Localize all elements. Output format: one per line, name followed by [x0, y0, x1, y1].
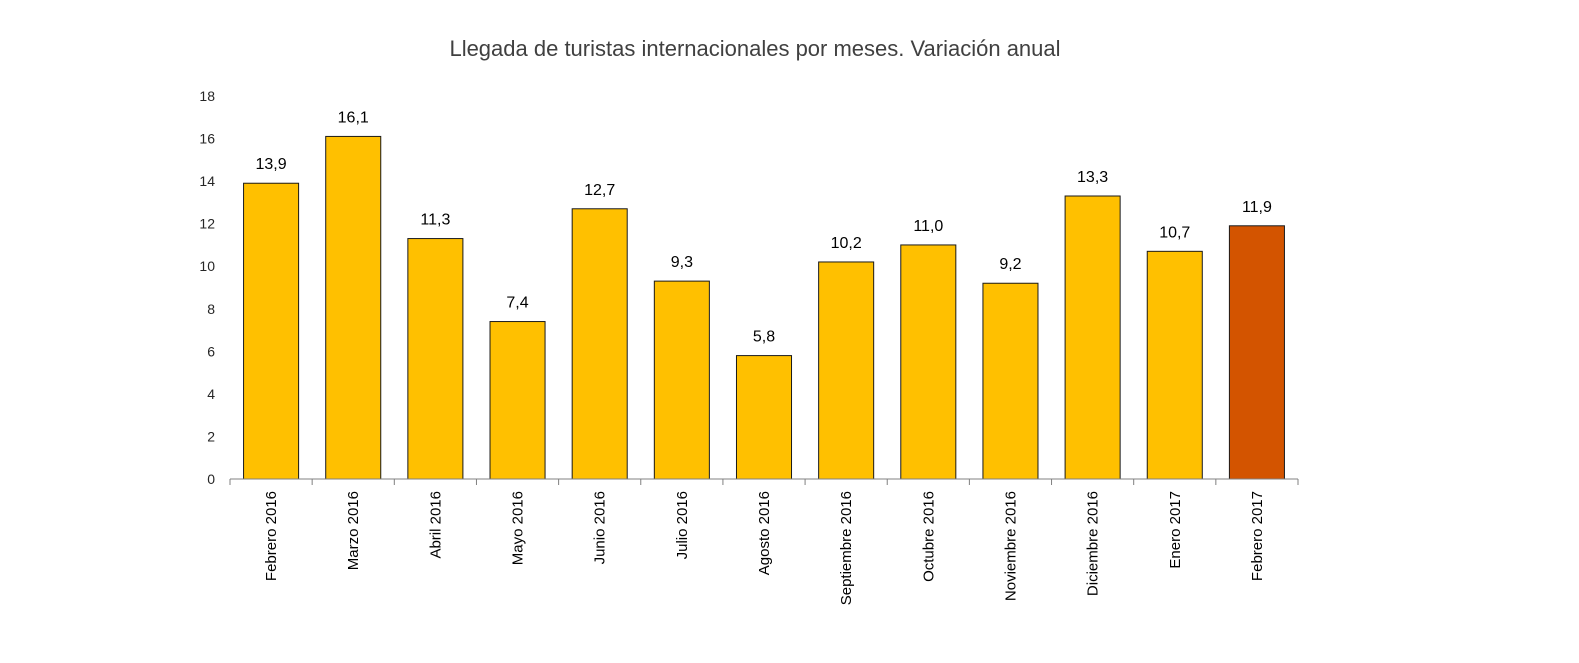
x-tick-label: Julio 2016 — [674, 491, 691, 559]
bar — [982, 282, 1039, 480]
bar — [325, 135, 382, 480]
y-tick-label: 12 — [199, 216, 215, 232]
x-tick-label: Marzo 2016 — [345, 491, 362, 570]
y-tick-label: 10 — [199, 258, 215, 274]
y-tick-label: 14 — [199, 173, 215, 189]
x-tick-label: Octubre 2016 — [920, 491, 937, 582]
data-label: 10,7 — [1159, 224, 1190, 241]
x-tick-label: Junio 2016 — [592, 491, 609, 564]
bar — [1146, 250, 1203, 480]
data-label: 11,3 — [420, 212, 450, 229]
x-tick-label: Septiembre 2016 — [838, 491, 855, 605]
bar — [653, 280, 710, 480]
x-tick-label: Agosto 2016 — [756, 491, 773, 575]
bar — [1064, 195, 1121, 480]
bar — [489, 321, 546, 480]
data-label: 9,2 — [999, 256, 1021, 273]
x-tick-label: Febrero 2017 — [1249, 491, 1266, 581]
x-tick-label: Enero 2017 — [1167, 491, 1184, 569]
x-axis: Febrero 2016 Marzo 2016 Abril 2016 Mayo 201… — [229, 478, 1299, 605]
x-tick-label: Abril 2016 — [427, 491, 444, 559]
y-tick-label: 8 — [207, 301, 215, 317]
data-label: 13,9 — [256, 156, 287, 173]
y-axis: 0 2 4 6 8 10 12 14 16 18 — [199, 88, 215, 487]
bar — [571, 208, 628, 480]
data-label: 11,0 — [913, 218, 943, 235]
data-label: 11,9 — [1242, 199, 1272, 216]
data-label: 12,7 — [584, 182, 615, 199]
bar — [818, 261, 875, 480]
chart-title: Llegada de turistas internacionales por … — [449, 36, 1060, 61]
y-tick-label: 6 — [207, 343, 215, 359]
y-tick-label: 16 — [199, 131, 215, 147]
bar — [900, 244, 957, 480]
data-label: 13,3 — [1077, 169, 1108, 186]
data-label: 9,3 — [671, 254, 693, 271]
bar — [1228, 225, 1285, 480]
x-tick-label: Mayo 2016 — [510, 491, 527, 565]
data-label: 5,8 — [753, 329, 775, 346]
bar — [407, 238, 464, 480]
data-label: 7,4 — [506, 295, 528, 312]
y-tick-label: 0 — [207, 471, 215, 487]
x-tick-label: Febrero 2016 — [263, 491, 280, 581]
y-tick-label: 18 — [199, 88, 215, 104]
data-labels: 13,9 16,1 11,3 7,4 12,7 9,3 5,8 10,2 11,0 9,2 13,3… — [256, 109, 1272, 345]
bar — [243, 182, 300, 480]
bar — [735, 355, 793, 480]
x-tick-label: Diciembre 2016 — [1085, 491, 1102, 596]
y-tick-label: 4 — [207, 386, 215, 402]
data-label: 16,1 — [338, 109, 369, 126]
data-label: 10,2 — [831, 235, 862, 252]
y-tick-label: 2 — [207, 428, 215, 444]
bars — [243, 135, 1285, 480]
x-tick-label: Noviembre 2016 — [1002, 491, 1019, 601]
